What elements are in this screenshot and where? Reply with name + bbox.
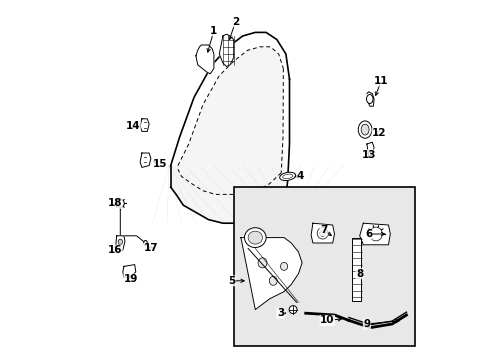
Polygon shape xyxy=(140,119,149,131)
Text: 11: 11 xyxy=(373,76,388,86)
Polygon shape xyxy=(366,142,373,157)
Polygon shape xyxy=(196,45,213,74)
Ellipse shape xyxy=(366,95,372,104)
Text: 17: 17 xyxy=(143,243,158,253)
Ellipse shape xyxy=(143,240,147,246)
Polygon shape xyxy=(122,265,136,277)
Text: 6: 6 xyxy=(365,229,371,239)
Text: 8: 8 xyxy=(355,269,363,279)
Text: 9: 9 xyxy=(363,319,370,329)
Ellipse shape xyxy=(247,231,262,244)
Ellipse shape xyxy=(319,230,325,237)
Polygon shape xyxy=(366,92,373,106)
Text: 19: 19 xyxy=(123,274,138,284)
Polygon shape xyxy=(359,223,389,245)
Ellipse shape xyxy=(279,172,295,181)
Ellipse shape xyxy=(368,227,382,241)
Text: 18: 18 xyxy=(107,198,122,208)
Ellipse shape xyxy=(116,199,124,207)
Polygon shape xyxy=(199,47,210,65)
Ellipse shape xyxy=(317,228,327,239)
Polygon shape xyxy=(219,34,233,67)
Text: 1: 1 xyxy=(210,26,217,36)
Polygon shape xyxy=(310,223,334,243)
Ellipse shape xyxy=(269,276,277,285)
Text: 7: 7 xyxy=(319,225,327,235)
Polygon shape xyxy=(241,238,302,310)
Ellipse shape xyxy=(118,239,122,245)
Text: 4: 4 xyxy=(296,171,304,181)
Text: 2: 2 xyxy=(231,17,239,27)
Ellipse shape xyxy=(280,262,287,270)
Text: 13: 13 xyxy=(361,150,375,160)
Ellipse shape xyxy=(282,174,292,179)
Ellipse shape xyxy=(358,121,371,138)
Polygon shape xyxy=(170,47,285,223)
Ellipse shape xyxy=(258,258,266,268)
Text: 16: 16 xyxy=(107,245,122,255)
FancyBboxPatch shape xyxy=(233,187,415,346)
Text: 15: 15 xyxy=(152,159,167,169)
Text: 12: 12 xyxy=(371,128,386,138)
Ellipse shape xyxy=(244,228,265,248)
Text: 5: 5 xyxy=(228,276,235,286)
Polygon shape xyxy=(140,153,151,167)
Ellipse shape xyxy=(288,306,296,314)
Text: 14: 14 xyxy=(125,121,140,131)
Text: 10: 10 xyxy=(319,315,334,325)
Ellipse shape xyxy=(361,124,368,135)
Text: 3: 3 xyxy=(276,308,284,318)
Polygon shape xyxy=(115,236,125,252)
Bar xyxy=(352,238,361,301)
